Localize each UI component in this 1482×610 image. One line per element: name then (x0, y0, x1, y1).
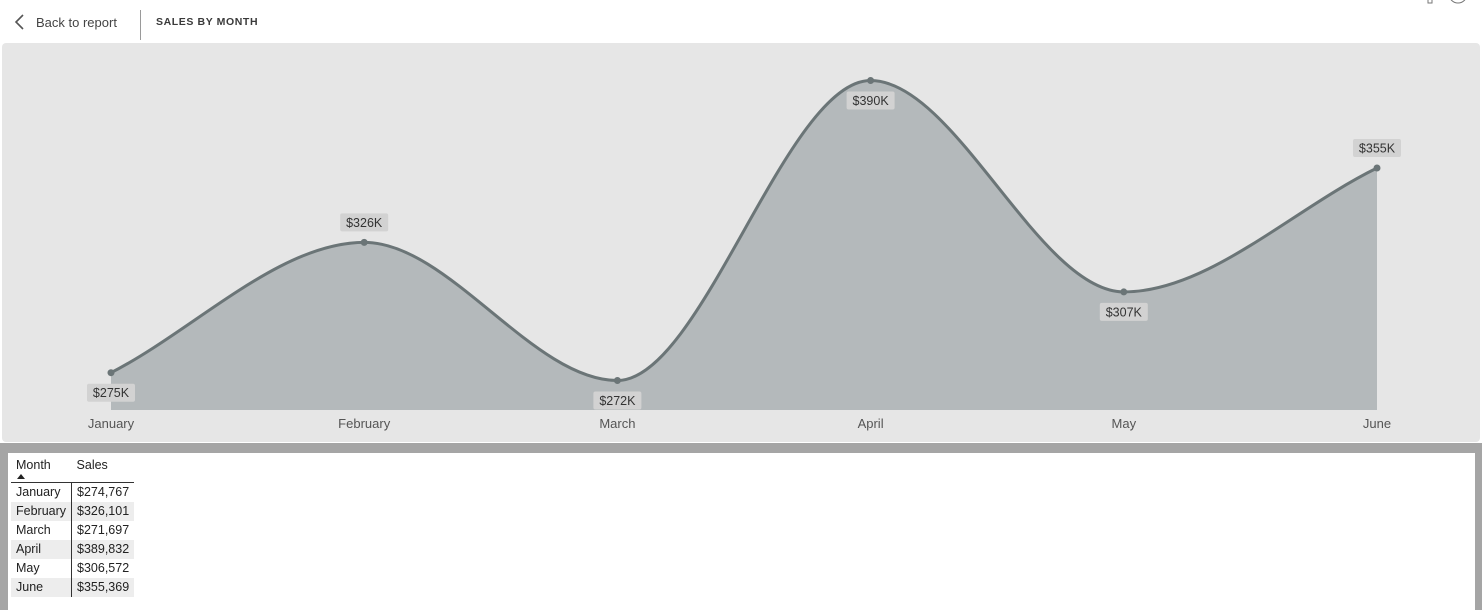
table-header-row: Month Sales (11, 455, 135, 483)
data-point-marker[interactable] (360, 238, 368, 246)
data-label: $307K (1099, 302, 1148, 321)
x-axis-tick-label: May (1112, 416, 1137, 431)
month-cell: June (11, 578, 73, 597)
data-label: $275K (87, 383, 135, 402)
data-label-text: $390K (853, 94, 890, 108)
data-point-marker[interactable] (613, 377, 621, 384)
sales-by-month-chart: $275K January $326K February $272K March $390K… (2, 43, 1480, 442)
data-label: $390K (846, 91, 895, 110)
x-axis-tick-label: April (858, 416, 884, 431)
sales-series-line (110, 79, 1378, 382)
sales-table-panel: Month Sales January $274,767 February $3… (8, 453, 1475, 610)
header-divider (140, 10, 141, 40)
data-point-marker[interactable] (867, 77, 875, 84)
sort-ascending-icon (17, 474, 25, 479)
data-point-marker[interactable] (1120, 288, 1128, 296)
sales-cell: $355,369 (71, 578, 135, 597)
x-axis-tick-label: February (338, 416, 391, 431)
data-label-text: $275K (93, 386, 130, 400)
data-label-text: $272K (599, 394, 636, 408)
data-label: $326K (340, 213, 389, 232)
sales-cell: $306,572 (77, 561, 130, 575)
x-axis-tick-label: January (88, 416, 135, 431)
back-to-report-button[interactable]: Back to report (14, 8, 117, 36)
x-axis-tick-label: March (599, 416, 635, 431)
month-column-header[interactable]: Month (11, 455, 72, 483)
chevron-left-icon (14, 14, 26, 30)
data-label-text: $355K (1359, 142, 1396, 156)
month-header-label: Month (16, 458, 51, 472)
data-label-text: $326K (346, 216, 383, 230)
sales-table: Month Sales January $274,767 February $3… (11, 455, 135, 597)
area-chart-svg: $275K January $326K February $272K March $390K… (87, 77, 1401, 431)
top-bar: Back to report SALES BY MONTH (0, 0, 1482, 44)
table-row: January $274,767 (11, 482, 134, 502)
table-row: June $355,369 (11, 578, 135, 597)
table-row: February $326,101 (11, 502, 135, 521)
table-row: May $306,572 (11, 559, 134, 578)
window-corner-icons (1426, 0, 1470, 11)
sales-cell: $389,832 (71, 540, 135, 559)
table-row: April $389,832 (11, 540, 135, 559)
page-title: SALES BY MONTH (156, 16, 259, 28)
x-axis-tick-label: June (1363, 416, 1391, 431)
back-to-report-label: Back to report (36, 14, 117, 30)
sales-area-fill (111, 80, 1377, 410)
month-cell: February (11, 502, 73, 521)
month-cell: April (11, 540, 73, 559)
data-point-marker[interactable] (1373, 164, 1381, 172)
data-label: $355K (1353, 139, 1401, 158)
sales-cell: $271,697 (77, 523, 130, 537)
data-label: $272K (593, 391, 642, 410)
table-row: March $271,697 (11, 521, 134, 540)
month-cell: May (11, 559, 73, 578)
sales-cell: $274,767 (77, 485, 130, 499)
month-cell: January (11, 482, 73, 502)
data-point-marker[interactable] (107, 369, 115, 377)
sales-column-header[interactable]: Sales (72, 455, 135, 483)
month-cell: March (11, 521, 73, 540)
sales-header-label: Sales (76, 458, 108, 472)
data-label-text: $307K (1106, 305, 1143, 319)
sales-cell: $326,101 (71, 502, 135, 521)
